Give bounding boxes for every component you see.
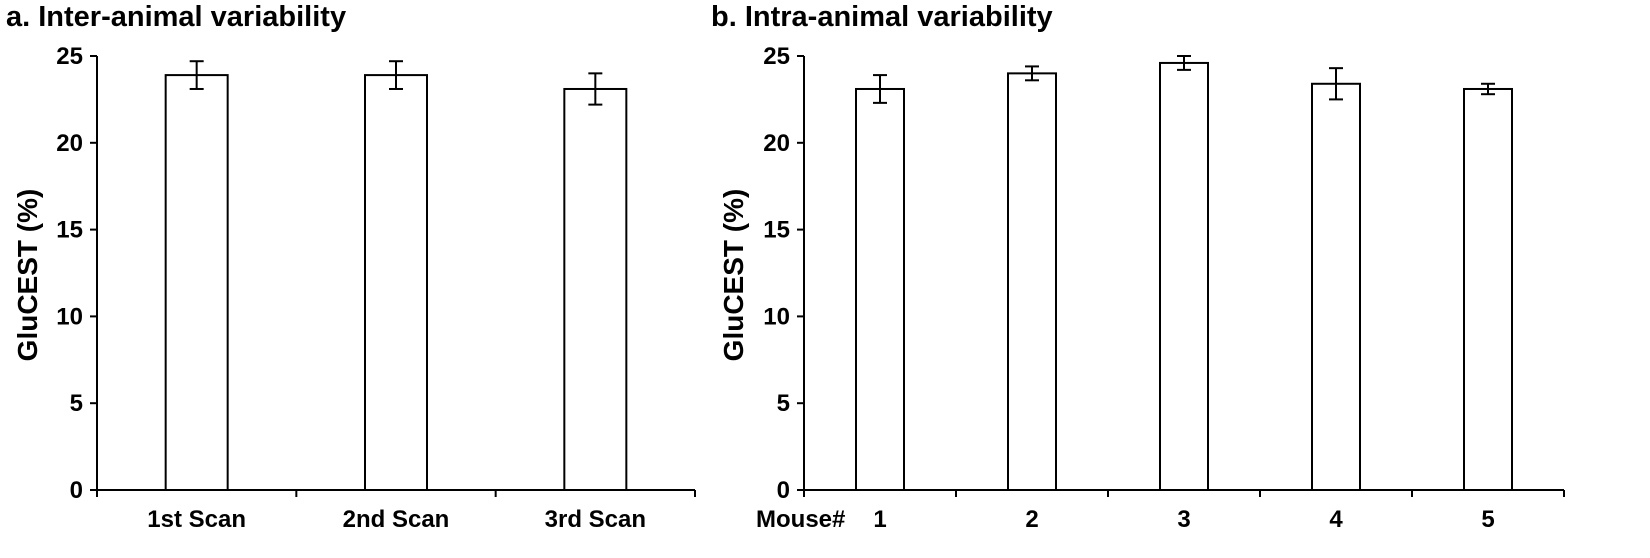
bar: [1311, 82, 1361, 491]
error-bar: [1329, 67, 1343, 101]
bar: [164, 74, 229, 491]
x-tick-label: 3rd Scan: [545, 506, 646, 533]
error-bar: [1481, 82, 1495, 96]
x-tick-label: 5: [1481, 506, 1494, 533]
error-bar: [389, 60, 403, 90]
error-bar: [588, 72, 603, 106]
y-tick-label: 5: [70, 390, 83, 417]
y-tick-label: 0: [777, 477, 790, 504]
bar: [563, 87, 628, 491]
panel-intra-animal: b. Intra-animal variability GluCEST (%) …: [711, 1, 1565, 533]
error-bar: [873, 74, 887, 104]
y-tick-label: 25: [763, 43, 790, 70]
bar: [855, 87, 905, 491]
error-bar: [1025, 65, 1039, 82]
y-tick-label: 20: [56, 130, 83, 157]
y-tick-label: 10: [763, 303, 790, 330]
bar: [1463, 87, 1513, 491]
y-axis-label: GluCEST (%): [718, 189, 749, 362]
y-axis-label: GluCEST (%): [12, 189, 43, 362]
y-tick-label: 0: [70, 477, 83, 504]
y-tick-label: 15: [56, 217, 83, 244]
y-tick-label: 15: [763, 217, 790, 244]
error-bar: [189, 60, 204, 90]
x-prefix-label: Mouse#: [756, 506, 845, 533]
x-tick-label: 2nd Scan: [343, 506, 450, 533]
bar: [1007, 72, 1057, 492]
error-bar: [1177, 55, 1191, 71]
x-tick-label: 1: [873, 506, 886, 533]
x-tick-label: 2: [1025, 506, 1038, 533]
y-tick-label: 5: [777, 390, 790, 417]
x-tick-label: 4: [1329, 506, 1343, 533]
y-tick-label: 25: [56, 43, 83, 70]
y-tick-label: 10: [56, 303, 83, 330]
bar: [364, 74, 428, 491]
chart-title: b. Intra-animal variability: [711, 1, 1053, 33]
bar: [1159, 61, 1209, 491]
y-tick-label: 20: [763, 130, 790, 157]
x-tick-label: 3: [1177, 506, 1190, 533]
chart-title: a. Inter-animal variability: [6, 1, 346, 33]
x-tick-label: 1st Scan: [147, 506, 246, 533]
panel-inter-animal: a. Inter-animal variability GluCEST (%) …: [6, 1, 696, 533]
